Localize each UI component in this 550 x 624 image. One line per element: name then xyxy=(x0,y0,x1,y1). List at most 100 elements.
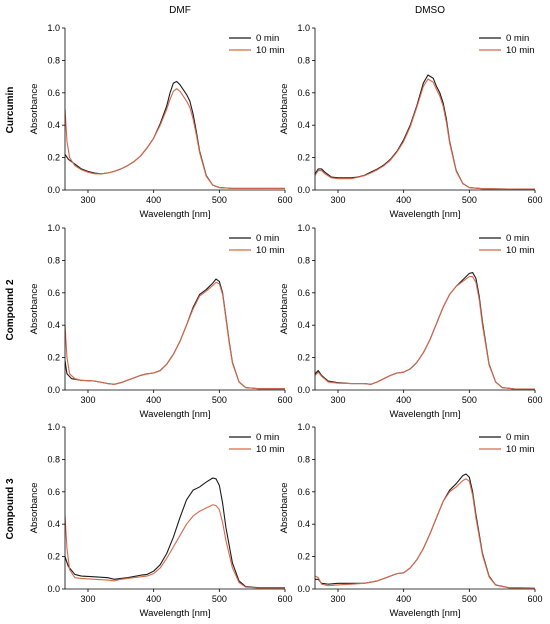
x-tick-label: 500 xyxy=(462,195,477,205)
y-tick-label: 0.8 xyxy=(297,255,310,265)
row-title-compound-2: Compound 2 xyxy=(5,279,16,341)
x-tick-label: 400 xyxy=(146,195,161,205)
row-title-curcumin: Curcumin xyxy=(5,87,16,134)
x-axis-label: Wavelength [nm] xyxy=(390,409,461,420)
legend-label-10-min: 10 min xyxy=(256,45,285,56)
y-tick-label: 0.4 xyxy=(47,320,60,330)
panel-compound-3-dmso: 0.0 0.2 0.4 0.6 0.8 1.0 300 400 500 600 Wavelength… xyxy=(279,422,543,619)
y-tick-label: 0.8 xyxy=(47,454,60,464)
x-tick-label: 300 xyxy=(80,395,95,405)
legend-label-0-min: 0 min xyxy=(506,233,529,244)
y-tick-label: 0.4 xyxy=(297,519,310,529)
legend-label-0-min: 0 min xyxy=(506,432,529,443)
y-tick-label: 0.4 xyxy=(297,320,310,330)
x-tick-label: 300 xyxy=(330,395,345,405)
x-tick-label: 500 xyxy=(212,395,227,405)
x-tick-label: 400 xyxy=(146,395,161,405)
y-tick-label: 0.2 xyxy=(297,552,310,562)
y-tick-label: 0.4 xyxy=(297,120,310,130)
y-axis-label: Absorbance xyxy=(279,483,290,534)
y-tick-label: 0.2 xyxy=(47,552,60,562)
y-tick-label: 0.6 xyxy=(47,288,60,298)
series-line-0-min xyxy=(65,80,285,189)
legend-label-0-min: 0 min xyxy=(256,33,279,44)
legend-label-10-min: 10 min xyxy=(506,45,535,56)
legend-label-10-min: 10 min xyxy=(506,444,535,455)
x-axis-label: Wavelength [nm] xyxy=(140,409,211,420)
x-tick-label: 500 xyxy=(212,594,227,604)
x-axis-label: Wavelength [nm] xyxy=(390,608,461,619)
x-tick-label: 300 xyxy=(80,195,95,205)
y-tick-label: 1.0 xyxy=(297,23,310,33)
y-tick-label: 0.8 xyxy=(297,454,310,464)
series-line-0-min xyxy=(315,272,535,390)
x-tick-label: 300 xyxy=(80,594,95,604)
column-title-dmf: DMF xyxy=(169,5,191,16)
series-line-0-min xyxy=(315,473,535,589)
y-tick-label: 0.2 xyxy=(297,153,310,163)
y-axis-label: Absorbance xyxy=(29,483,40,534)
y-axis-label: Absorbance xyxy=(279,284,290,335)
x-tick-label: 600 xyxy=(277,395,292,405)
y-tick-label: 0.8 xyxy=(297,55,310,65)
series-line-10-min xyxy=(65,281,285,390)
y-tick-label: 0.0 xyxy=(47,385,60,395)
y-tick-label: 0.0 xyxy=(297,185,310,195)
x-axis-label: Wavelength [nm] xyxy=(140,209,211,220)
legend-label-0-min: 0 min xyxy=(506,33,529,44)
y-tick-label: 1.0 xyxy=(47,223,60,233)
x-tick-label: 400 xyxy=(396,395,411,405)
x-tick-label: 600 xyxy=(527,395,542,405)
y-tick-label: 0.0 xyxy=(297,385,310,395)
series-line-0-min xyxy=(65,278,285,390)
x-tick-label: 300 xyxy=(330,594,345,604)
panel-curcumin-dmf: 0.0 0.2 0.4 0.6 0.8 1.0 300 400 500 600 Wavelength… xyxy=(29,23,293,220)
y-tick-label: 0.0 xyxy=(47,185,60,195)
x-tick-label: 500 xyxy=(462,395,477,405)
x-tick-label: 300 xyxy=(330,195,345,205)
x-tick-label: 400 xyxy=(396,594,411,604)
legend-label-10-min: 10 min xyxy=(256,245,285,256)
x-tick-label: 500 xyxy=(212,195,227,205)
x-tick-label: 600 xyxy=(277,594,292,604)
y-tick-label: 0.6 xyxy=(297,487,310,497)
y-tick-label: 1.0 xyxy=(47,422,60,432)
y-tick-label: 0.2 xyxy=(297,353,310,363)
panel-compound-3-dmf: 0.0 0.2 0.4 0.6 0.8 1.0 300 400 500 600 Wavelength… xyxy=(29,422,293,619)
x-tick-label: 400 xyxy=(146,594,161,604)
y-tick-label: 0.0 xyxy=(47,584,60,594)
panel-compound-2-dmso: 0.0 0.2 0.4 0.6 0.8 1.0 300 400 500 600 Wavelength… xyxy=(279,223,543,420)
legend-label-0-min: 0 min xyxy=(256,432,279,443)
column-title-dmso: DMSO xyxy=(415,5,445,16)
y-tick-label: 0.6 xyxy=(297,88,310,98)
series-line-10-min xyxy=(315,478,535,589)
y-tick-label: 1.0 xyxy=(297,422,310,432)
x-tick-label: 600 xyxy=(527,594,542,604)
y-tick-label: 0.2 xyxy=(47,153,60,163)
y-tick-label: 0.8 xyxy=(47,55,60,65)
series-line-10-min xyxy=(315,78,535,190)
x-tick-label: 600 xyxy=(527,195,542,205)
legend-label-0-min: 0 min xyxy=(256,233,279,244)
legend-label-10-min: 10 min xyxy=(506,245,535,256)
y-axis-label: Absorbance xyxy=(29,284,40,335)
series-line-10-min xyxy=(65,88,285,189)
y-tick-label: 0.6 xyxy=(47,88,60,98)
y-tick-label: 0.6 xyxy=(47,487,60,497)
y-tick-label: 0.2 xyxy=(47,353,60,363)
series-line-10-min xyxy=(65,504,285,589)
y-axis-label: Absorbance xyxy=(29,84,40,135)
x-tick-label: 500 xyxy=(462,594,477,604)
series-line-0-min xyxy=(315,74,535,190)
x-tick-label: 400 xyxy=(396,195,411,205)
y-tick-label: 0.0 xyxy=(297,584,310,594)
panel-compound-2-dmf: 0.0 0.2 0.4 0.6 0.8 1.0 300 400 500 600 Wavelength… xyxy=(29,223,293,420)
series-line-10-min xyxy=(315,276,535,390)
row-title-compound-3: Compound 3 xyxy=(5,478,16,540)
y-tick-label: 0.4 xyxy=(47,120,60,130)
x-axis-label: Wavelength [nm] xyxy=(140,608,211,619)
y-tick-label: 1.0 xyxy=(297,223,310,233)
y-axis-label: Absorbance xyxy=(279,84,290,135)
x-axis-label: Wavelength [nm] xyxy=(390,209,461,220)
series-line-0-min xyxy=(65,477,285,589)
